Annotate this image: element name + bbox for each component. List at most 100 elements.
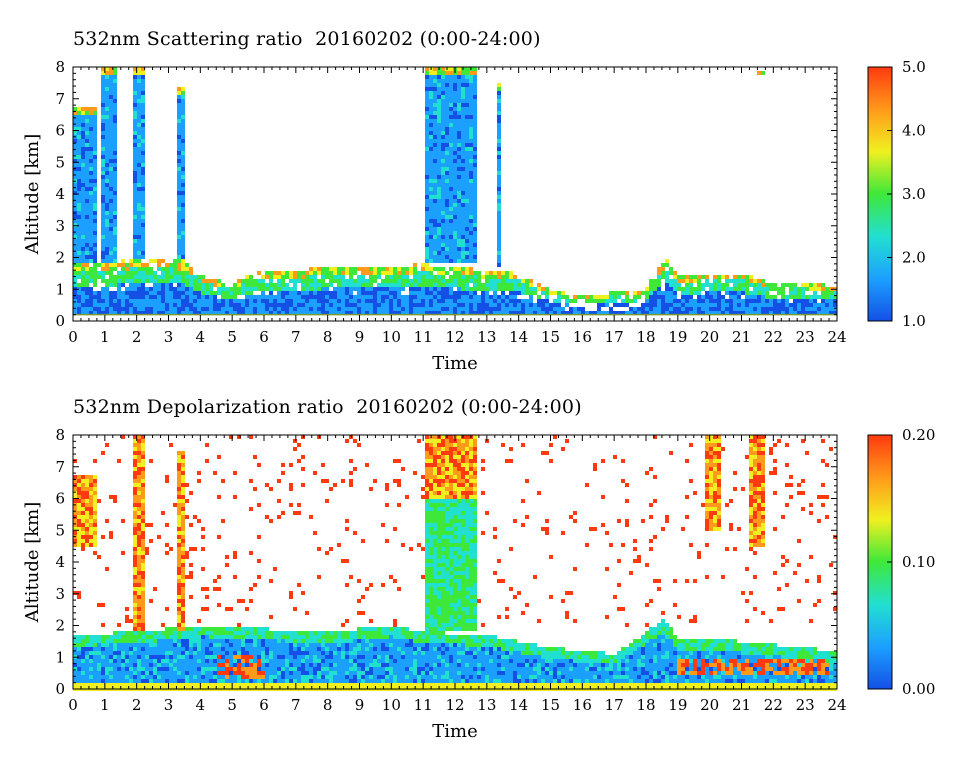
heatmap-cell: [549, 303, 553, 307]
heatmap-cell: [529, 303, 533, 307]
heatmap-cell: [445, 251, 449, 255]
heatmap-cell: [233, 651, 237, 655]
heatmap-cell: [177, 567, 181, 571]
heatmap-cell: [257, 279, 261, 283]
heatmap-cell: [141, 167, 145, 171]
heatmap-cell: [777, 287, 781, 291]
heatmap-cell: [441, 87, 445, 91]
heatmap-cell: [753, 287, 757, 291]
heatmap-cell: [73, 483, 77, 487]
heatmap-cell: [469, 235, 473, 239]
heatmap-cell: [181, 451, 185, 455]
heatmap-cell: [457, 247, 461, 251]
heatmap-cell: [221, 631, 225, 635]
heatmap-cell: [73, 199, 77, 203]
heatmap-cell: [313, 307, 317, 311]
heatmap-cell: [441, 251, 445, 255]
heatmap-cell: [293, 607, 297, 611]
heatmap-cell: [225, 659, 229, 663]
heatmap-cell: [441, 99, 445, 103]
colorbar-tick-label: 4.0: [902, 122, 926, 140]
heatmap-cell: [709, 303, 713, 307]
heatmap-cell: [369, 299, 373, 303]
heatmap-cell: [109, 647, 113, 651]
heatmap-cell: [177, 555, 181, 559]
heatmap-cell: [269, 487, 273, 491]
heatmap-cell: [461, 231, 465, 235]
heatmap-cell: [113, 251, 117, 255]
heatmap-cell: [221, 683, 225, 687]
heatmap-cell: [89, 495, 93, 499]
heatmap-cell: [77, 199, 81, 203]
y-axis-label: Altitude [km]: [22, 134, 43, 256]
heatmap-cell: [81, 215, 85, 219]
heatmap-cell: [133, 623, 137, 627]
heatmap-cell: [133, 679, 137, 683]
heatmap-cell: [173, 307, 177, 311]
heatmap-cell: [421, 287, 425, 291]
heatmap-cell: [93, 207, 97, 211]
heatmap-cell: [81, 179, 85, 183]
heatmap-cell: [225, 647, 229, 651]
heatmap-cell: [261, 675, 265, 679]
heatmap-cell: [181, 499, 185, 503]
depolarization-ratio-chart: 0 1 2 3 4 5 6 7 8 9 10 11 12 13 14 15 16 17 18 19 20 21 22 23 24…: [22, 426, 935, 742]
heatmap-cell: [285, 287, 289, 291]
heatmap-cell: [89, 135, 93, 139]
heatmap-cell: [449, 243, 453, 247]
heatmap-cell: [93, 651, 97, 655]
heatmap-cell: [137, 535, 141, 539]
heatmap-cell: [133, 655, 137, 659]
heatmap-cell: [341, 267, 345, 271]
heatmap-cell: [281, 275, 285, 279]
heatmap-cell: [81, 635, 85, 639]
heatmap-cell: [93, 147, 97, 151]
heatmap-cell: [337, 279, 341, 283]
heatmap-cell: [121, 659, 125, 663]
heatmap-cell: [137, 655, 141, 659]
heatmap-cell: [141, 231, 145, 235]
heatmap-cell: [73, 543, 77, 547]
heatmap-cell: [201, 283, 205, 287]
heatmap-cell: [101, 207, 105, 211]
heatmap-cell: [429, 275, 433, 279]
heatmap-cell: [149, 671, 153, 675]
heatmap-cell: [225, 651, 229, 655]
heatmap-cell: [213, 639, 217, 643]
heatmap-cell: [137, 107, 141, 111]
heatmap-cell: [269, 287, 273, 291]
heatmap-cell: [85, 111, 89, 115]
heatmap-cell: [477, 271, 481, 275]
heatmap-cell: [333, 679, 337, 683]
heatmap-cell: [185, 499, 189, 503]
heatmap-cell: [461, 307, 465, 311]
x-tick-label: 12: [445, 328, 464, 346]
heatmap-cell: [77, 175, 81, 179]
heatmap-cell: [121, 635, 125, 639]
heatmap-cell: [425, 219, 429, 223]
heatmap-cell: [141, 651, 145, 655]
heatmap-cell: [137, 83, 141, 87]
heatmap-cell: [261, 279, 265, 283]
heatmap-cell: [177, 535, 181, 539]
heatmap-cell: [433, 223, 437, 227]
heatmap-cell: [441, 235, 445, 239]
heatmap-cell: [157, 643, 161, 647]
heatmap-cell: [133, 483, 137, 487]
heatmap-cell: [465, 131, 469, 135]
heatmap-cell: [137, 307, 141, 311]
heatmap-cell: [477, 283, 481, 287]
heatmap-cell: [77, 219, 81, 223]
heatmap-cell: [449, 235, 453, 239]
heatmap-cell: [277, 287, 281, 291]
heatmap-cell: [273, 639, 277, 643]
heatmap-cell: [457, 135, 461, 139]
heatmap-cell: [257, 683, 261, 687]
heatmap-cell: [333, 675, 337, 679]
heatmap-cell: [433, 87, 437, 91]
heatmap-cell: [213, 647, 217, 651]
heatmap-cell: [673, 287, 677, 291]
heatmap-cell: [233, 471, 237, 475]
heatmap-cell: [505, 283, 509, 287]
heatmap-cell: [633, 295, 637, 299]
